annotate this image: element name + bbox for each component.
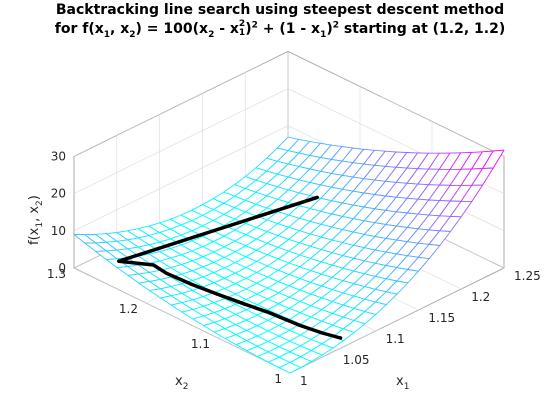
z-axis-label: f(x1, x2): [27, 195, 45, 245]
y-tick-label: 1.1: [191, 337, 210, 351]
search-path-point: [320, 331, 324, 335]
grid-line-z: [73, 51, 505, 157]
x-tick-label: 1: [300, 374, 308, 388]
x-tick-label: 1.05: [343, 353, 370, 367]
search-path-point: [315, 195, 319, 200]
chart-title-line-1: Backtracking line search using steepest …: [55, 2, 505, 18]
search-path-point: [117, 259, 121, 263]
z-tick-label: 20: [51, 187, 66, 201]
y-axis-label: x2: [175, 374, 188, 392]
search-path: [117, 195, 343, 340]
z-tick-label: 0: [58, 261, 66, 275]
z-tick-label: 30: [51, 149, 66, 163]
x-tick-label: 1.2: [471, 290, 490, 304]
x-tick-label: 1.15: [428, 311, 455, 325]
y-tick-label: 1.3: [47, 267, 66, 281]
search-path-point: [190, 282, 194, 287]
x-tick-label: 1.1: [386, 332, 405, 346]
chart-title-line-2: for f(x1, x2) = 100(x2 - x 2 1)2 + (1 - x1…: [54, 19, 506, 40]
search-path-point: [267, 311, 271, 315]
search-path-point: [164, 271, 168, 275]
search-path-point: [298, 323, 302, 328]
search-path-point: [216, 292, 220, 296]
search-path-point: [151, 263, 156, 267]
search-path-point: [241, 302, 246, 306]
search-path-point: [338, 336, 343, 340]
y-tick-label: 1.2: [119, 302, 138, 316]
z-tick-label: 10: [51, 224, 66, 238]
x-axis-label: x1: [396, 374, 409, 392]
x-tick-label: 1.25: [514, 269, 541, 283]
mesh-cell: [278, 362, 302, 374]
tick-labels: 1 1.05 1.1 1.15 1.2 1.25 1 1.1 1.2 1.30 10 20 30: [47, 149, 541, 388]
y-tick-label: 1: [274, 372, 282, 386]
